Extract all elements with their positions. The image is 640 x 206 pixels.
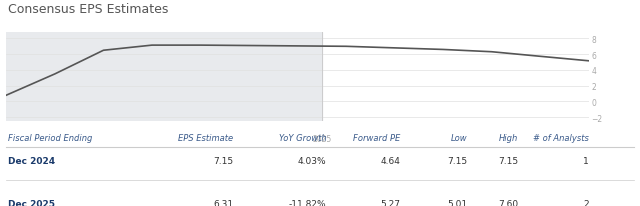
- Text: 4.64: 4.64: [380, 157, 400, 165]
- Text: 2025: 2025: [312, 134, 332, 143]
- Text: # of Analysts: # of Analysts: [533, 133, 589, 142]
- Text: -11.82%: -11.82%: [289, 199, 326, 206]
- Text: 6.31: 6.31: [214, 199, 234, 206]
- Text: 5.01: 5.01: [447, 199, 467, 206]
- Text: 7.15: 7.15: [499, 157, 518, 165]
- Text: 1: 1: [583, 157, 589, 165]
- Text: Consensus EPS Estimates: Consensus EPS Estimates: [8, 3, 168, 16]
- Text: 7.60: 7.60: [499, 199, 518, 206]
- Text: 7.15: 7.15: [214, 157, 234, 165]
- Bar: [6, 33, 322, 122]
- Text: 4.03%: 4.03%: [298, 157, 326, 165]
- Text: Fiscal Period Ending: Fiscal Period Ending: [8, 133, 92, 142]
- Text: Dec 2024: Dec 2024: [8, 157, 55, 165]
- Text: 2: 2: [583, 199, 589, 206]
- Text: Dec 2025: Dec 2025: [8, 199, 54, 206]
- Text: EPS Estimate: EPS Estimate: [179, 133, 234, 142]
- Text: 7.15: 7.15: [447, 157, 467, 165]
- Text: Low: Low: [451, 133, 467, 142]
- Text: 5.27: 5.27: [380, 199, 400, 206]
- Text: Forward PE: Forward PE: [353, 133, 400, 142]
- Text: YoY Growth: YoY Growth: [279, 133, 326, 142]
- Text: High: High: [499, 133, 518, 142]
